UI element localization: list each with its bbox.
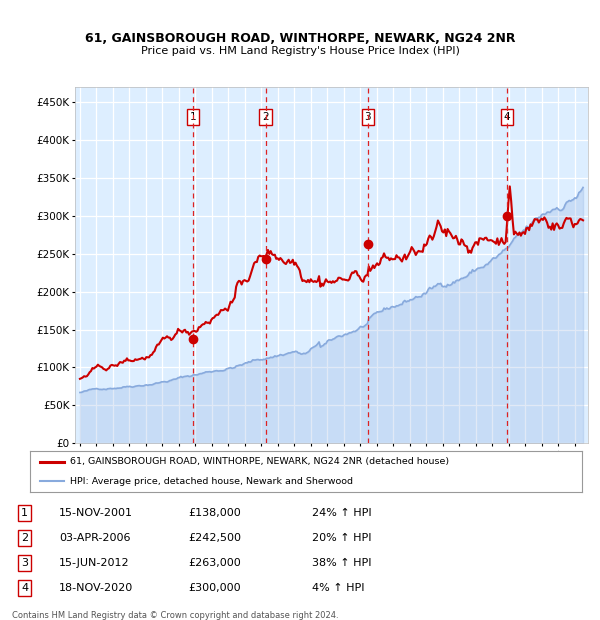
Text: HPI: Average price, detached house, Newark and Sherwood: HPI: Average price, detached house, Newa…: [70, 477, 353, 485]
Text: £242,500: £242,500: [188, 533, 241, 543]
Text: 38% ↑ HPI: 38% ↑ HPI: [312, 558, 371, 569]
Text: 61, GAINSBOROUGH ROAD, WINTHORPE, NEWARK, NG24 2NR: 61, GAINSBOROUGH ROAD, WINTHORPE, NEWARK…: [85, 32, 515, 45]
Text: 03-APR-2006: 03-APR-2006: [59, 533, 130, 543]
Text: 1: 1: [22, 508, 28, 518]
Text: 18-NOV-2020: 18-NOV-2020: [59, 583, 133, 593]
Text: 3: 3: [364, 112, 371, 122]
Text: 4: 4: [503, 112, 510, 122]
Text: 15-NOV-2001: 15-NOV-2001: [59, 508, 133, 518]
Text: 3: 3: [22, 558, 28, 569]
Text: 61, GAINSBOROUGH ROAD, WINTHORPE, NEWARK, NG24 2NR (detached house): 61, GAINSBOROUGH ROAD, WINTHORPE, NEWARK…: [70, 458, 449, 466]
Text: 2: 2: [21, 533, 28, 543]
Text: 1: 1: [190, 112, 197, 122]
Text: 2: 2: [262, 112, 269, 122]
Text: Contains HM Land Registry data © Crown copyright and database right 2024.: Contains HM Land Registry data © Crown c…: [12, 611, 338, 620]
Text: 4% ↑ HPI: 4% ↑ HPI: [312, 583, 364, 593]
Text: £263,000: £263,000: [188, 558, 241, 569]
Text: 20% ↑ HPI: 20% ↑ HPI: [312, 533, 371, 543]
Text: £138,000: £138,000: [188, 508, 241, 518]
Text: 24% ↑ HPI: 24% ↑ HPI: [312, 508, 371, 518]
Text: 15-JUN-2012: 15-JUN-2012: [59, 558, 130, 569]
Text: £300,000: £300,000: [188, 583, 241, 593]
Text: 4: 4: [21, 583, 28, 593]
Text: Price paid vs. HM Land Registry's House Price Index (HPI): Price paid vs. HM Land Registry's House …: [140, 46, 460, 56]
